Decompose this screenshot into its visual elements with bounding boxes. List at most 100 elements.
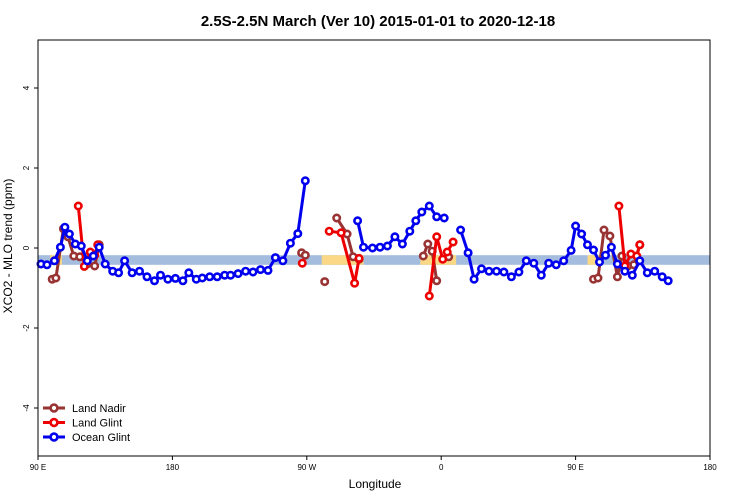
- legend-item-land-glint: Land Glint: [43, 418, 122, 430]
- ocean-glint-point: [114, 268, 124, 278]
- ocean-glint-point: [606, 242, 616, 252]
- ocean-glint-point: [88, 251, 98, 261]
- land-glint-point: [350, 278, 360, 288]
- ocean-glint-point: [94, 242, 104, 252]
- land-nadir-point: [432, 276, 442, 286]
- series-layer: [36, 176, 673, 301]
- y-tick-label: -4: [22, 404, 31, 412]
- ocean-band: [38, 255, 710, 265]
- ocean-glint-point: [353, 216, 363, 226]
- ocean-glint-point: [536, 270, 546, 280]
- legend-label: Land Nadir: [72, 403, 126, 415]
- legend-swatch-marker: [49, 403, 59, 413]
- ocean-glint-point: [627, 270, 637, 280]
- ocean-glint-point: [255, 265, 265, 275]
- ocean-glint-point: [499, 267, 509, 277]
- ocean-glint-point: [55, 242, 65, 252]
- x-tick-label: 90 W: [297, 463, 316, 472]
- y-tick-label: 0: [22, 245, 31, 250]
- ocean-glint-point: [82, 256, 92, 266]
- ocean-glint-point: [382, 241, 392, 251]
- ocean-glint-point: [120, 256, 130, 266]
- land-glint-point: [432, 232, 442, 242]
- ocean-glint-point: [544, 258, 554, 268]
- ocean-glint-point: [469, 274, 479, 284]
- ocean-glint-point: [663, 276, 673, 286]
- land-nadir-point: [90, 261, 100, 271]
- ocean-glint-point: [212, 272, 222, 282]
- ocean-glint-point: [588, 245, 598, 255]
- ocean-glint-point: [484, 266, 494, 276]
- ocean-glint-point: [367, 243, 377, 253]
- land-band-segment: [321, 255, 364, 265]
- land-nadir-point: [300, 250, 310, 260]
- ocean-glint-point: [551, 260, 561, 270]
- ocean-glint-point: [233, 269, 243, 279]
- ocean-glint-point: [156, 270, 166, 280]
- ocean-glint-point: [506, 272, 516, 282]
- ocean-glint-point: [577, 229, 587, 239]
- ocean-glint-point: [170, 273, 180, 283]
- series-ocean-glint: [36, 176, 673, 286]
- ocean-glint-point: [300, 176, 310, 186]
- land-nadir-point: [605, 231, 615, 241]
- ocean-glint-point: [620, 266, 630, 276]
- ocean-glint-point: [197, 273, 207, 283]
- land-glint-point: [448, 237, 458, 247]
- land-glint-point: [354, 253, 364, 263]
- series-land-nadir: [47, 213, 645, 287]
- ocean-glint-point: [424, 201, 434, 211]
- ocean-glint-point: [60, 222, 70, 232]
- ocean-glint-point: [390, 232, 400, 242]
- ocean-glint-point: [49, 256, 59, 266]
- ocean-glint-point: [657, 272, 667, 282]
- ocean-glint-point: [184, 268, 194, 278]
- ocean-glint-point: [42, 260, 52, 270]
- ocean-glint-point: [594, 257, 604, 267]
- ocean-glint-point: [405, 226, 415, 236]
- y-tick-label: -2: [22, 324, 31, 332]
- land-glint-line: [329, 229, 361, 285]
- land-nadir-point: [599, 225, 609, 235]
- series-land-glint: [73, 201, 645, 301]
- land-glint-point: [438, 254, 448, 264]
- ocean-glint-point: [358, 242, 368, 252]
- legend-swatch-marker: [49, 417, 59, 428]
- land-glint-point: [424, 291, 434, 301]
- ocean-glint-point: [76, 241, 86, 251]
- ocean-glint-point: [127, 268, 137, 278]
- y-axis: -4 -2 0 2 4: [22, 85, 38, 412]
- land-nadir-point: [320, 277, 330, 287]
- ocean-glint-point: [150, 276, 160, 286]
- ocean-glint-point: [642, 268, 652, 278]
- ocean-glint-point: [397, 239, 407, 249]
- ocean-glint-point: [293, 229, 303, 239]
- chart-title: 2.5S-2.5N March (Ver 10) 2015-01-01 to 2…: [201, 13, 555, 30]
- land-glint-point: [635, 240, 645, 250]
- land-nadir-point: [423, 239, 433, 249]
- land-glint-point: [73, 201, 83, 211]
- legend-swatch-marker: [49, 432, 59, 442]
- ocean-glint-point: [142, 272, 152, 282]
- ocean-glint-point: [163, 274, 173, 284]
- land-glint-line: [427, 235, 455, 297]
- ocean-glint-point: [491, 266, 501, 276]
- ocean-glint-point: [417, 207, 427, 217]
- x-axis-label: Longitude: [349, 477, 402, 491]
- ocean-glint-point: [64, 229, 74, 239]
- ocean-glint-point: [456, 225, 466, 235]
- x-tick-label: 0: [439, 463, 444, 472]
- land-glint-point: [614, 201, 624, 211]
- y-tick-label: 2: [22, 165, 31, 170]
- ocean-glint-point: [476, 264, 486, 274]
- land-glint-point: [336, 228, 346, 238]
- ocean-glint-point: [241, 266, 251, 276]
- ocean-glint-point: [375, 242, 385, 252]
- ocean-glint-point: [559, 256, 569, 266]
- ocean-glint-point: [439, 213, 449, 223]
- land-nadir-point: [418, 251, 428, 261]
- ocean-glint-point: [635, 256, 645, 266]
- x-tick-label: 90 E: [567, 463, 583, 472]
- ocean-glint-point: [514, 267, 524, 277]
- x-tick-label: 180: [703, 463, 717, 472]
